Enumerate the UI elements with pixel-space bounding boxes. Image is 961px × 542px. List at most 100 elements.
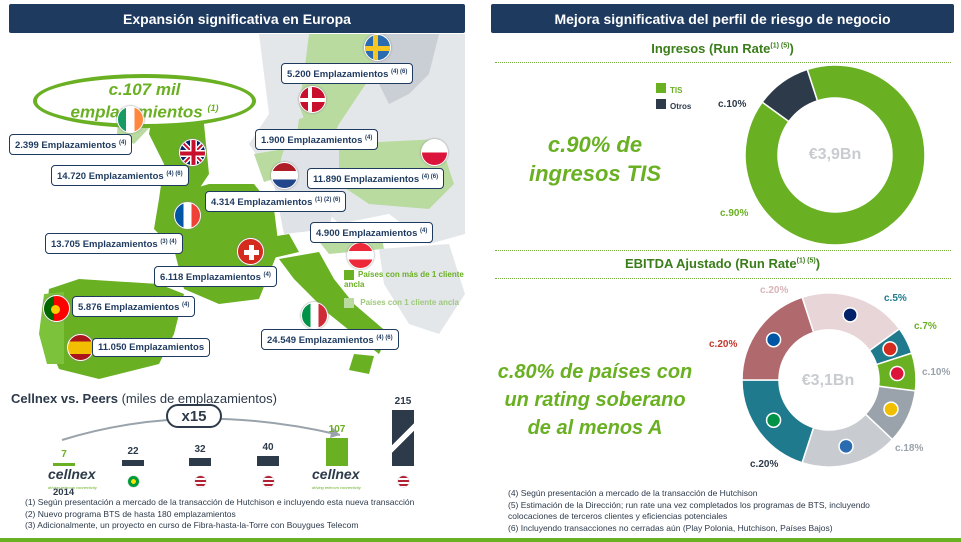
switzerland-flag-icon [237, 238, 264, 265]
spain-sites-box: 11.050 Emplazamientos [92, 338, 211, 357]
footnote-6: (6) Incluyendo transacciones no cerradas… [508, 522, 833, 533]
legend-single-label: Países con 1 cliente ancla [360, 298, 459, 307]
switzerland-sites-box: 6.118 Emplazamientos (4) [154, 266, 277, 288]
ebitda-headline-2: un rating soberano [504, 389, 686, 411]
peers-title-bold: Cellnex vs. Peers [11, 391, 118, 406]
sweden-flag-icon [364, 34, 391, 61]
it-flag-icon [765, 412, 782, 429]
right-panel-header: Mejora significativa del perfil de riesg… [491, 4, 954, 33]
fr-flag-icon [765, 331, 782, 348]
denmark-sites-text: 1.900 Emplazamientos [261, 135, 363, 147]
france-sites-box: 13.705 Emplazamientos (3) (4) [45, 233, 183, 255]
legend-single-swatch [344, 298, 354, 308]
poland-flag-icon [421, 139, 448, 166]
ingresos-otros-label: c.10% [718, 99, 747, 110]
france-sites-text: 13.705 Emplazamientos [51, 239, 158, 251]
total-sites-value: c.107 mil [108, 79, 181, 99]
denmark-flag-icon [299, 86, 326, 113]
total-sites-label: emplazamientos (1) [71, 102, 219, 121]
ebitda-fr-label: c.20% [709, 339, 738, 350]
ingresos-slice-1 [761, 68, 819, 123]
legend-tis-label: TIS [670, 86, 683, 95]
left-panel-header: Expansión significativa en Europa [9, 4, 465, 33]
ebitda-slice-6 [741, 296, 815, 381]
ebitda-divider [495, 250, 951, 251]
ireland-flag-icon [117, 106, 144, 133]
europe-map: c.107 mil emplazamientos (1) 5.200 Empla… [9, 34, 465, 394]
netherlands-sites-text: 4.314 Emplazamientos [211, 197, 313, 209]
ingresos-title: Ingresos (Run Rate(1) (5)) [491, 41, 954, 56]
flag-us-icon [195, 476, 206, 487]
pl-flag-icon [889, 365, 905, 382]
nordic-flag-icon [838, 438, 854, 455]
ingresos-headline-2: ingresos TIS [528, 161, 662, 186]
ebitda-pl-label: c.7% [914, 321, 937, 332]
ebitda-divider-2 [495, 278, 951, 279]
ebitda-it-label: c.20% [750, 459, 779, 470]
flag-br-icon [128, 476, 139, 487]
ebitda-ch-label: c.5% [884, 293, 907, 304]
ingresos-tis-label: c.90% [720, 208, 749, 219]
uk-flag-icon [842, 307, 858, 323]
ingresos-headline: c.90% de ingresos TIS [500, 130, 690, 188]
austria-sites-text: 4.900 Emplazamientos [316, 228, 418, 240]
ireland-sites-box: 2.399 Emplazamientos (4) [9, 134, 133, 156]
ebitda-headline-1: c.80% de países con [497, 361, 693, 383]
ebitda-slice-1 [868, 327, 913, 366]
austria-flag-icon [347, 242, 374, 269]
uk-flag-icon [179, 139, 206, 166]
cellnex-logo-now: cellnex driving telecom connectivity [312, 467, 361, 495]
flag-us-icon [263, 476, 274, 487]
ingresos-divider [495, 62, 951, 63]
peer-bar-3 [257, 455, 279, 466]
sweden-sites-text: 5.200 Emplazamientos [287, 69, 389, 81]
total-sites-oval: c.107 mil emplazamientos (1) [33, 74, 256, 128]
map-legend-multi: Países con más de 1 cliente ancla [344, 270, 464, 290]
map-legend-single: Países con 1 cliente ancla [344, 298, 465, 308]
cellnex-logo-2014: cellnex driving telecom connectivity [48, 467, 97, 495]
austria-sites-note: (4) [420, 228, 428, 234]
legend-multi-swatch [344, 270, 354, 280]
ebitda-title: EBITDA Ajustado (Run Rate(1) (5)) [491, 256, 954, 271]
austria-sites-box: 4.900 Emplazamientos (4) [310, 222, 434, 244]
footnote-4: (4) Según presentación a mercado de la t… [508, 488, 758, 498]
ebitda-nordic-label: c.18% [895, 443, 924, 454]
ebitda-headline-3: de al menos A [527, 417, 663, 439]
bottom-strip [0, 538, 961, 542]
footnote-3: (3) Adicionalmente, un proyecto en curso… [25, 520, 359, 530]
cellnex-logo-tagline: driving telecom connectivity [312, 485, 361, 490]
poland-sites-box: 11.890 Emplazamientos (4) (6) [307, 168, 445, 190]
legend-otros-swatch [656, 99, 666, 109]
ebitda-slice-2 [875, 352, 917, 392]
multiplier-badge: x15 [166, 404, 222, 428]
netherlands-sites-box: 4.314 Emplazamientos (1) (2) (6) [205, 191, 347, 213]
ingresos-title-close: ) [789, 41, 794, 56]
ch-flag-icon [882, 341, 898, 357]
uk-sites-text: 14.720 Emplazamientos [57, 171, 164, 183]
peer-bar-2 [189, 457, 211, 466]
legend-otros-label: Otros [670, 102, 692, 111]
switzerland-sites-note: (4) [263, 272, 271, 278]
es-flag-icon [883, 401, 899, 417]
sweden-sites-note: (4) (6) [391, 69, 408, 75]
uk-sites-box: 14.720 Emplazamientos (4) (6) [51, 165, 189, 187]
ebitda-headline: c.80% de países con un rating soberano d… [490, 358, 700, 442]
portugal-sites-text: 5.876 Emplazamientos [78, 302, 180, 314]
netherlands-sites-note: (1) (2) (6) [315, 197, 341, 203]
peers-title: Cellnex vs. Peers (miles de emplazamient… [11, 390, 277, 407]
poland-sites-text: 11.890 Emplazamientos [313, 174, 420, 186]
spain-sites-text: 11.050 Emplazamientos [98, 342, 205, 353]
italy-flag-icon [301, 302, 328, 329]
poland-sites-note: (4) (6) [421, 174, 439, 180]
ingresos-title-text: Ingresos (Run Rate [651, 41, 771, 56]
ebitda-title-text: EBITDA Ajustado (Run Rate [624, 256, 797, 271]
left-footnotes: (1) Según presentación a mercado de la t… [25, 497, 475, 532]
peer-bar-value-0: 7 [61, 449, 67, 460]
switzerland-sites-text: 6.118 Emplazamientos [160, 272, 261, 284]
ingresos-headline-1: c.90% de [547, 132, 643, 157]
peer-bar-value-5: 215 [394, 396, 412, 407]
footnote-5: (5) Estimación de la Dirección; run rate… [508, 499, 870, 522]
ireland-sites-text: 2.399 Emplazamientos [15, 140, 117, 152]
peer-bar-5 [392, 410, 414, 466]
right-footnotes: (4) Según presentación a mercado de la t… [508, 488, 918, 534]
